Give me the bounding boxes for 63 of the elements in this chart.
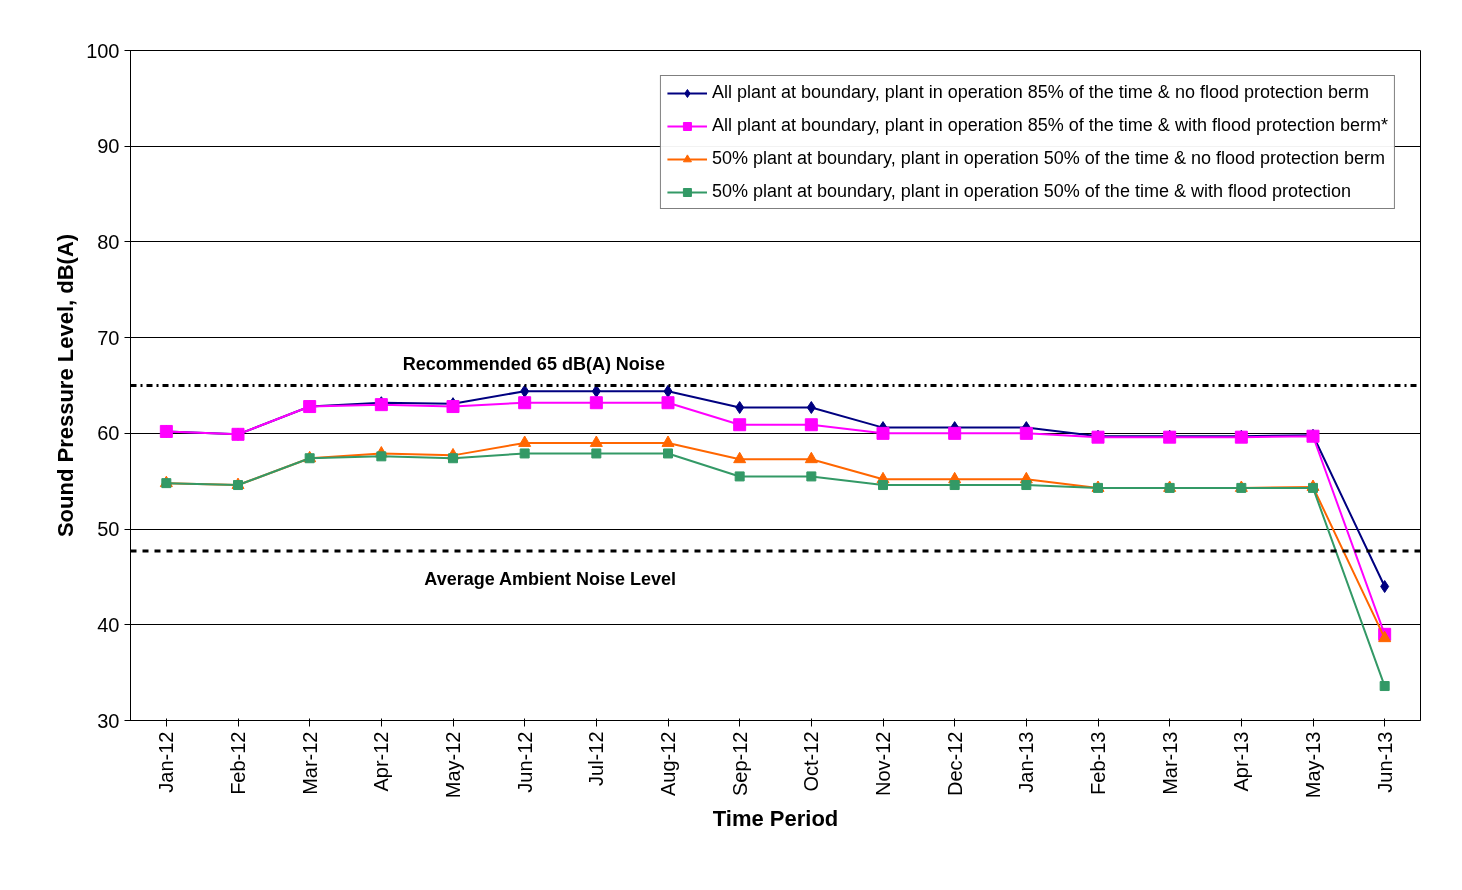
- point: [519, 448, 530, 459]
- x-tick-label: Dec-12: [943, 731, 966, 796]
- x-tick-label: May-13: [1302, 731, 1324, 799]
- point: [1019, 426, 1033, 440]
- x-tick-label: Feb-13: [1087, 731, 1109, 795]
- x-tick-label: Oct-12: [800, 731, 823, 792]
- x-tick-label: Jan-12: [155, 731, 178, 793]
- legend-label: 50% plant at boundary, plant in operation 50% of the time & with flood protection: [711, 181, 1351, 202]
- point: [733, 418, 747, 432]
- legend-label: All plant at boundary, plant in operation 85% of the time & no flood protection berm: [711, 82, 1369, 103]
- point: [733, 451, 747, 464]
- point: [1379, 681, 1390, 692]
- point: [806, 471, 817, 482]
- ref-line-label: Average Ambient Noise Level: [424, 569, 677, 590]
- point: [949, 480, 960, 491]
- point: [735, 401, 745, 415]
- x-axis-title: Time Period: [712, 806, 839, 832]
- x-tick-label: Jul-12: [585, 731, 608, 786]
- legend-label: All plant at boundary, plant in operation 85% of the time & with flood protection berm*: [711, 115, 1388, 136]
- point: [1021, 480, 1032, 491]
- y-tick-label: 40: [97, 613, 120, 636]
- y-tick-label: 70: [97, 326, 120, 349]
- y-tick-label: 50: [97, 518, 120, 541]
- y-tick-label: 60: [97, 422, 120, 445]
- point: [518, 396, 532, 410]
- x-tick-label: Apr-12: [370, 731, 393, 792]
- x-tick-label: Apr-13: [1230, 731, 1253, 792]
- point: [804, 418, 818, 432]
- y-tick-label: 30: [97, 709, 120, 732]
- x-tick-label: Mar-12: [298, 731, 321, 795]
- point: [663, 384, 673, 398]
- point: [1380, 580, 1390, 593]
- point: [589, 396, 603, 410]
- point: [876, 426, 890, 440]
- x-tick-label: Jun-13: [1373, 731, 1396, 793]
- point: [518, 435, 532, 447]
- ref-line-label: Recommended 65 dB(A) Noise: [402, 353, 665, 374]
- x-tick-label: Jan-13: [1015, 731, 1038, 793]
- point: [806, 401, 816, 415]
- x-tick-label: Nov-12: [872, 731, 894, 796]
- point: [591, 448, 602, 459]
- x-tick-label: Mar-13: [1158, 731, 1181, 795]
- point: [661, 396, 675, 410]
- x-tick-label: Aug-12: [657, 731, 679, 796]
- x-tick-label: Jun-12: [513, 731, 536, 793]
- point: [520, 384, 530, 398]
- y-tick-label: 80: [97, 230, 120, 253]
- point: [661, 435, 675, 447]
- point: [376, 451, 387, 462]
- point: [878, 480, 888, 491]
- x-tick-label: Feb-12: [227, 731, 249, 795]
- point: [734, 471, 745, 482]
- y-axis-title: Sound Pressure Level, dB(A): [53, 233, 79, 538]
- y-tick-label: 100: [86, 39, 120, 62]
- point: [448, 453, 458, 464]
- point: [663, 448, 673, 459]
- point: [589, 435, 603, 447]
- legend-label: 50% plant at boundary, plant in operation 50% of the time & no flood protection berm: [711, 148, 1386, 169]
- y-tick-label: 90: [97, 135, 120, 158]
- point: [804, 451, 818, 464]
- point: [948, 426, 962, 440]
- x-tick-label: May-12: [442, 731, 464, 799]
- x-tick-label: Sep-12: [728, 731, 751, 796]
